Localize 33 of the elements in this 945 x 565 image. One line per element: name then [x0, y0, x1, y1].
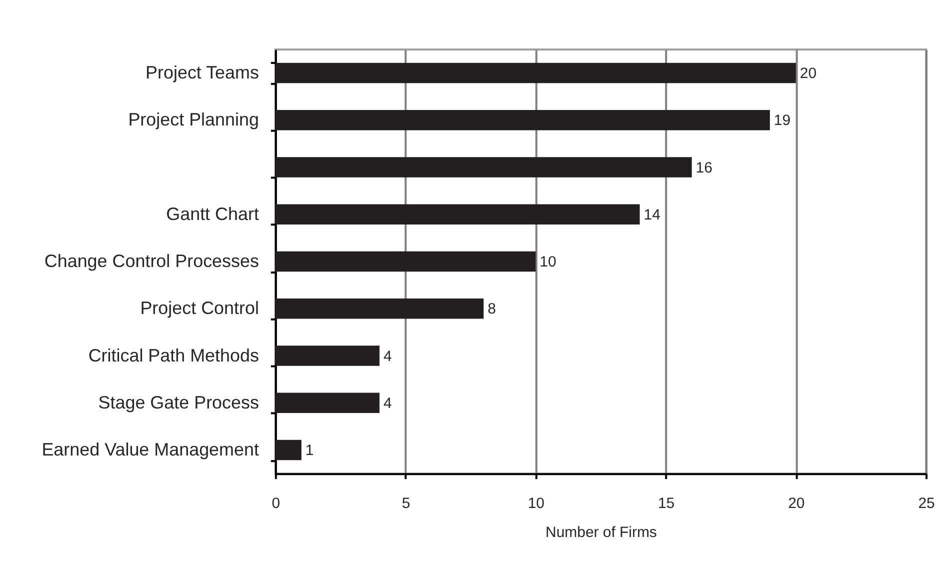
bar — [275, 251, 536, 272]
data-label: 1 — [305, 442, 314, 460]
y-tick-label: Gantt Chart — [166, 204, 259, 224]
y-tick-label: Project Planning — [128, 110, 259, 130]
data-label: 10 — [540, 254, 556, 271]
data-label: 4 — [384, 394, 392, 412]
bar — [275, 346, 380, 366]
bar — [275, 204, 640, 225]
y-tick-label: Change Control Processes — [44, 251, 259, 272]
y-tick-label: Stage Gate Process — [98, 392, 259, 412]
y-tick-label: Project Teams — [146, 62, 259, 83]
x-tick-label: 5 — [402, 495, 410, 512]
bar — [275, 62, 796, 84]
y-tick-label: Critical Path Methods — [88, 345, 259, 366]
y-tick-label: Project Control — [140, 298, 259, 318]
bar — [275, 440, 302, 460]
x-axis-title: Number of Firms — [546, 524, 657, 541]
bar — [275, 157, 692, 178]
data-label: 19 — [774, 112, 791, 130]
data-label: 4 — [384, 348, 392, 365]
bar — [275, 392, 380, 414]
bar — [275, 110, 770, 130]
data-label: 14 — [644, 206, 660, 224]
x-tick-label: 25 — [918, 495, 935, 512]
x-tick-label: 15 — [658, 495, 675, 512]
bar — [275, 298, 484, 319]
y-tick-label: Earned Value Management — [42, 440, 259, 460]
x-tick-label: 0 — [272, 495, 280, 512]
data-label: 20 — [800, 65, 817, 82]
x-tick-label: 20 — [788, 495, 805, 512]
data-label: 16 — [696, 159, 712, 176]
data-label: 8 — [488, 300, 496, 318]
x-tick-label: 10 — [528, 495, 544, 512]
